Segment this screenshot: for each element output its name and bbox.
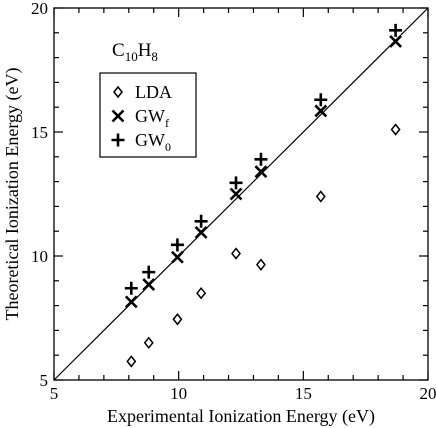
lda-point [143, 336, 154, 350]
gw0-point [170, 238, 184, 252]
gw0-point [254, 152, 268, 166]
lda-point [196, 286, 207, 300]
gw0-point [124, 281, 138, 295]
y-tick-label: 5 [40, 371, 49, 390]
identity-line [53, 7, 429, 381]
formula-annotation: C10H8 [112, 40, 158, 64]
gw0-point [389, 23, 403, 37]
y-axis-title: Theoretical Ionization Energy (eV) [2, 67, 23, 320]
gwf-point [254, 165, 268, 179]
y-tick-label: 15 [31, 123, 48, 142]
legend-label-lda: LDA [135, 82, 172, 102]
gw0-point [194, 214, 208, 228]
lda-point [315, 190, 326, 203]
legend-box [99, 72, 197, 158]
gwf-point [229, 187, 243, 201]
x-tick-label: 10 [170, 384, 187, 403]
gwf-point [389, 35, 403, 48]
x-tick-label: 15 [295, 384, 312, 403]
gwf-point [314, 104, 328, 118]
plot-frame [53, 7, 429, 381]
x-axis-title: Experimental Ionization Energy (eV) [107, 406, 375, 427]
legend-marker-lda [113, 85, 123, 99]
legend-marker-gwf [111, 109, 125, 123]
x-tick-label: 20 [420, 384, 436, 403]
lda-point [390, 123, 401, 136]
gw0-point [229, 176, 243, 190]
lda-point [172, 313, 183, 326]
lda-point [231, 247, 241, 260]
legend-label-gwf: GWf [135, 106, 169, 130]
y-tick-label: 20 [31, 0, 48, 18]
gw0-point [314, 93, 328, 107]
gwf-point [194, 226, 208, 239]
legend-label-gw0: GW0 [135, 130, 171, 154]
axis-ticks: 5 10 15 20 5 10 15 20 [31, 0, 436, 403]
legend-marker-gw0 [111, 133, 125, 147]
lda-point [255, 258, 266, 271]
lda-point [126, 355, 137, 368]
x-tick-label: 5 [50, 384, 59, 403]
gwf-point [142, 278, 156, 291]
y-tick-label: 10 [31, 247, 48, 266]
gwf-point [124, 295, 138, 309]
gw0-point [142, 265, 156, 279]
gwf-point [171, 250, 184, 264]
data-marks [124, 23, 403, 368]
